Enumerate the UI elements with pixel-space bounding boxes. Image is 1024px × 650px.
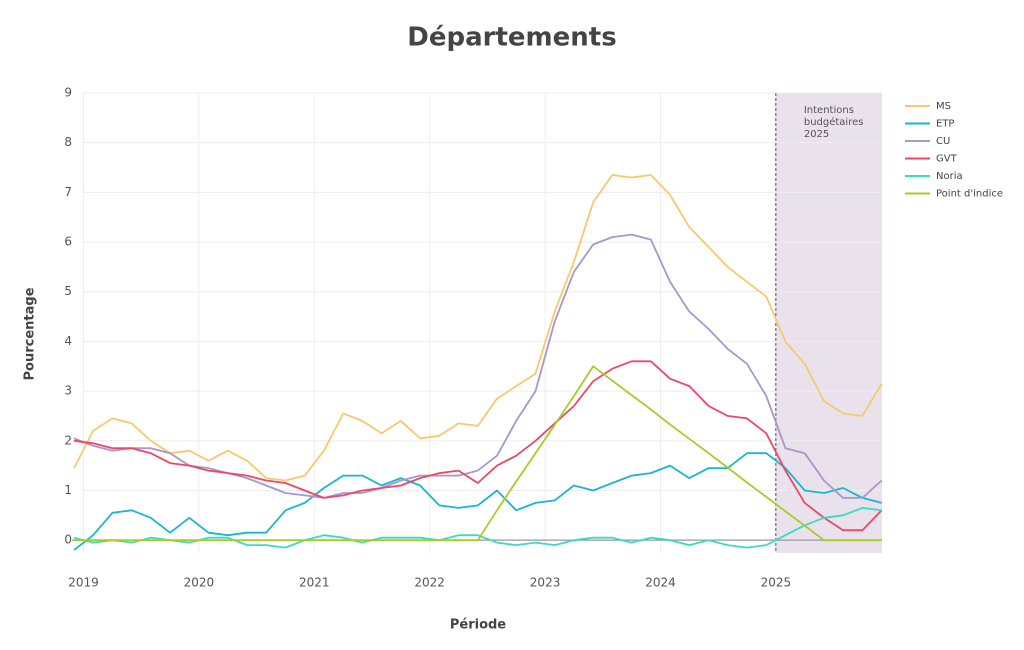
series-line bbox=[73, 360, 883, 532]
y-tick-label: 6 bbox=[64, 235, 72, 249]
y-tick-label: 0 bbox=[64, 533, 72, 547]
legend-label: ETP bbox=[936, 119, 954, 130]
legend-label: MS bbox=[936, 101, 951, 112]
legend-label: Point d'indice bbox=[936, 189, 1003, 200]
x-tick-label: 2022 bbox=[414, 576, 445, 590]
x-tick-label: 2025 bbox=[761, 576, 792, 590]
series-line bbox=[73, 452, 882, 551]
y-tick-label: 1 bbox=[64, 483, 72, 497]
series-line bbox=[73, 233, 883, 499]
series-line bbox=[74, 365, 882, 542]
y-tick-label: 5 bbox=[64, 284, 72, 298]
chart-title: Départements bbox=[407, 23, 616, 53]
series-line bbox=[73, 507, 882, 549]
y-tick-label: 3 bbox=[64, 384, 72, 398]
y-tick-label: 2 bbox=[64, 433, 72, 447]
y-tick-label: 4 bbox=[64, 334, 72, 348]
legend: MS ETP CU GVT Noria Point d'indice bbox=[905, 101, 1003, 200]
x-tick-label: 2020 bbox=[184, 576, 215, 590]
y-tick-label: 8 bbox=[64, 135, 72, 149]
y-tick-label: 7 bbox=[64, 185, 72, 199]
series-line bbox=[73, 174, 883, 482]
x-tick-label: 2021 bbox=[299, 576, 330, 590]
y-axis-title: Pourcentage bbox=[23, 287, 38, 380]
legend-label: GVT bbox=[936, 154, 958, 165]
x-tick-label: 2024 bbox=[645, 576, 676, 590]
annotation-text: 2025 bbox=[804, 129, 829, 140]
x-tick-label: 2019 bbox=[68, 576, 99, 590]
x-tick-label: 2023 bbox=[530, 576, 561, 590]
y-tick-label: 9 bbox=[64, 86, 72, 100]
legend-label: CU bbox=[936, 136, 950, 147]
annotation-text: Intentions bbox=[804, 105, 854, 116]
legend-label: Noria bbox=[936, 171, 963, 182]
annotation-text: budgétaires bbox=[804, 116, 864, 128]
x-axis-title: Période bbox=[450, 618, 506, 633]
